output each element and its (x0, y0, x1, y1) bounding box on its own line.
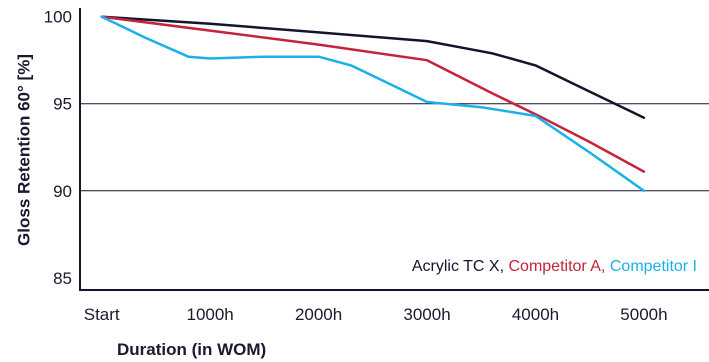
series-line-competitor-i (100, 15, 646, 193)
x-tick-label-start: Start (84, 305, 120, 324)
series-lines (100, 15, 646, 193)
x-tick-label-1000h: 1000h (186, 305, 233, 324)
series-line-competitor-a (100, 15, 646, 173)
x-tick-label-4000h: 4000h (512, 305, 559, 324)
legend-entry-competitor-a: Competitor A, (508, 258, 609, 275)
legend: Acrylic TC X, Competitor A, Competitor I (412, 258, 697, 275)
grid-lines (80, 103, 709, 192)
x-tick-labels: Start 1000h 2000h 3000h 4000h 5000h (84, 305, 668, 324)
axes (79, 8, 709, 291)
x-tick-label-5000h: 5000h (620, 305, 667, 324)
legend-entry-competitor-i: Competitor I (610, 258, 697, 275)
x-tick-label-3000h: 3000h (403, 305, 450, 324)
y-axis-title: Gloss Retention 60° [%] (14, 54, 33, 246)
x-tick-label-2000h: 2000h (295, 305, 342, 324)
y-tick-label-90: 90 (53, 182, 72, 201)
x-axis-title: Duration (in WOM) (117, 340, 266, 359)
y-tick-label-85: 85 (53, 269, 72, 288)
y-tick-labels: 100 95 90 85 (44, 8, 72, 288)
y-tick-label-95: 95 (53, 95, 72, 114)
y-tick-label-100: 100 (44, 8, 72, 27)
series-line-acrylic-tc-x (100, 15, 646, 119)
legend-entry-acrylic-tc-x: Acrylic TC X, (412, 258, 509, 275)
